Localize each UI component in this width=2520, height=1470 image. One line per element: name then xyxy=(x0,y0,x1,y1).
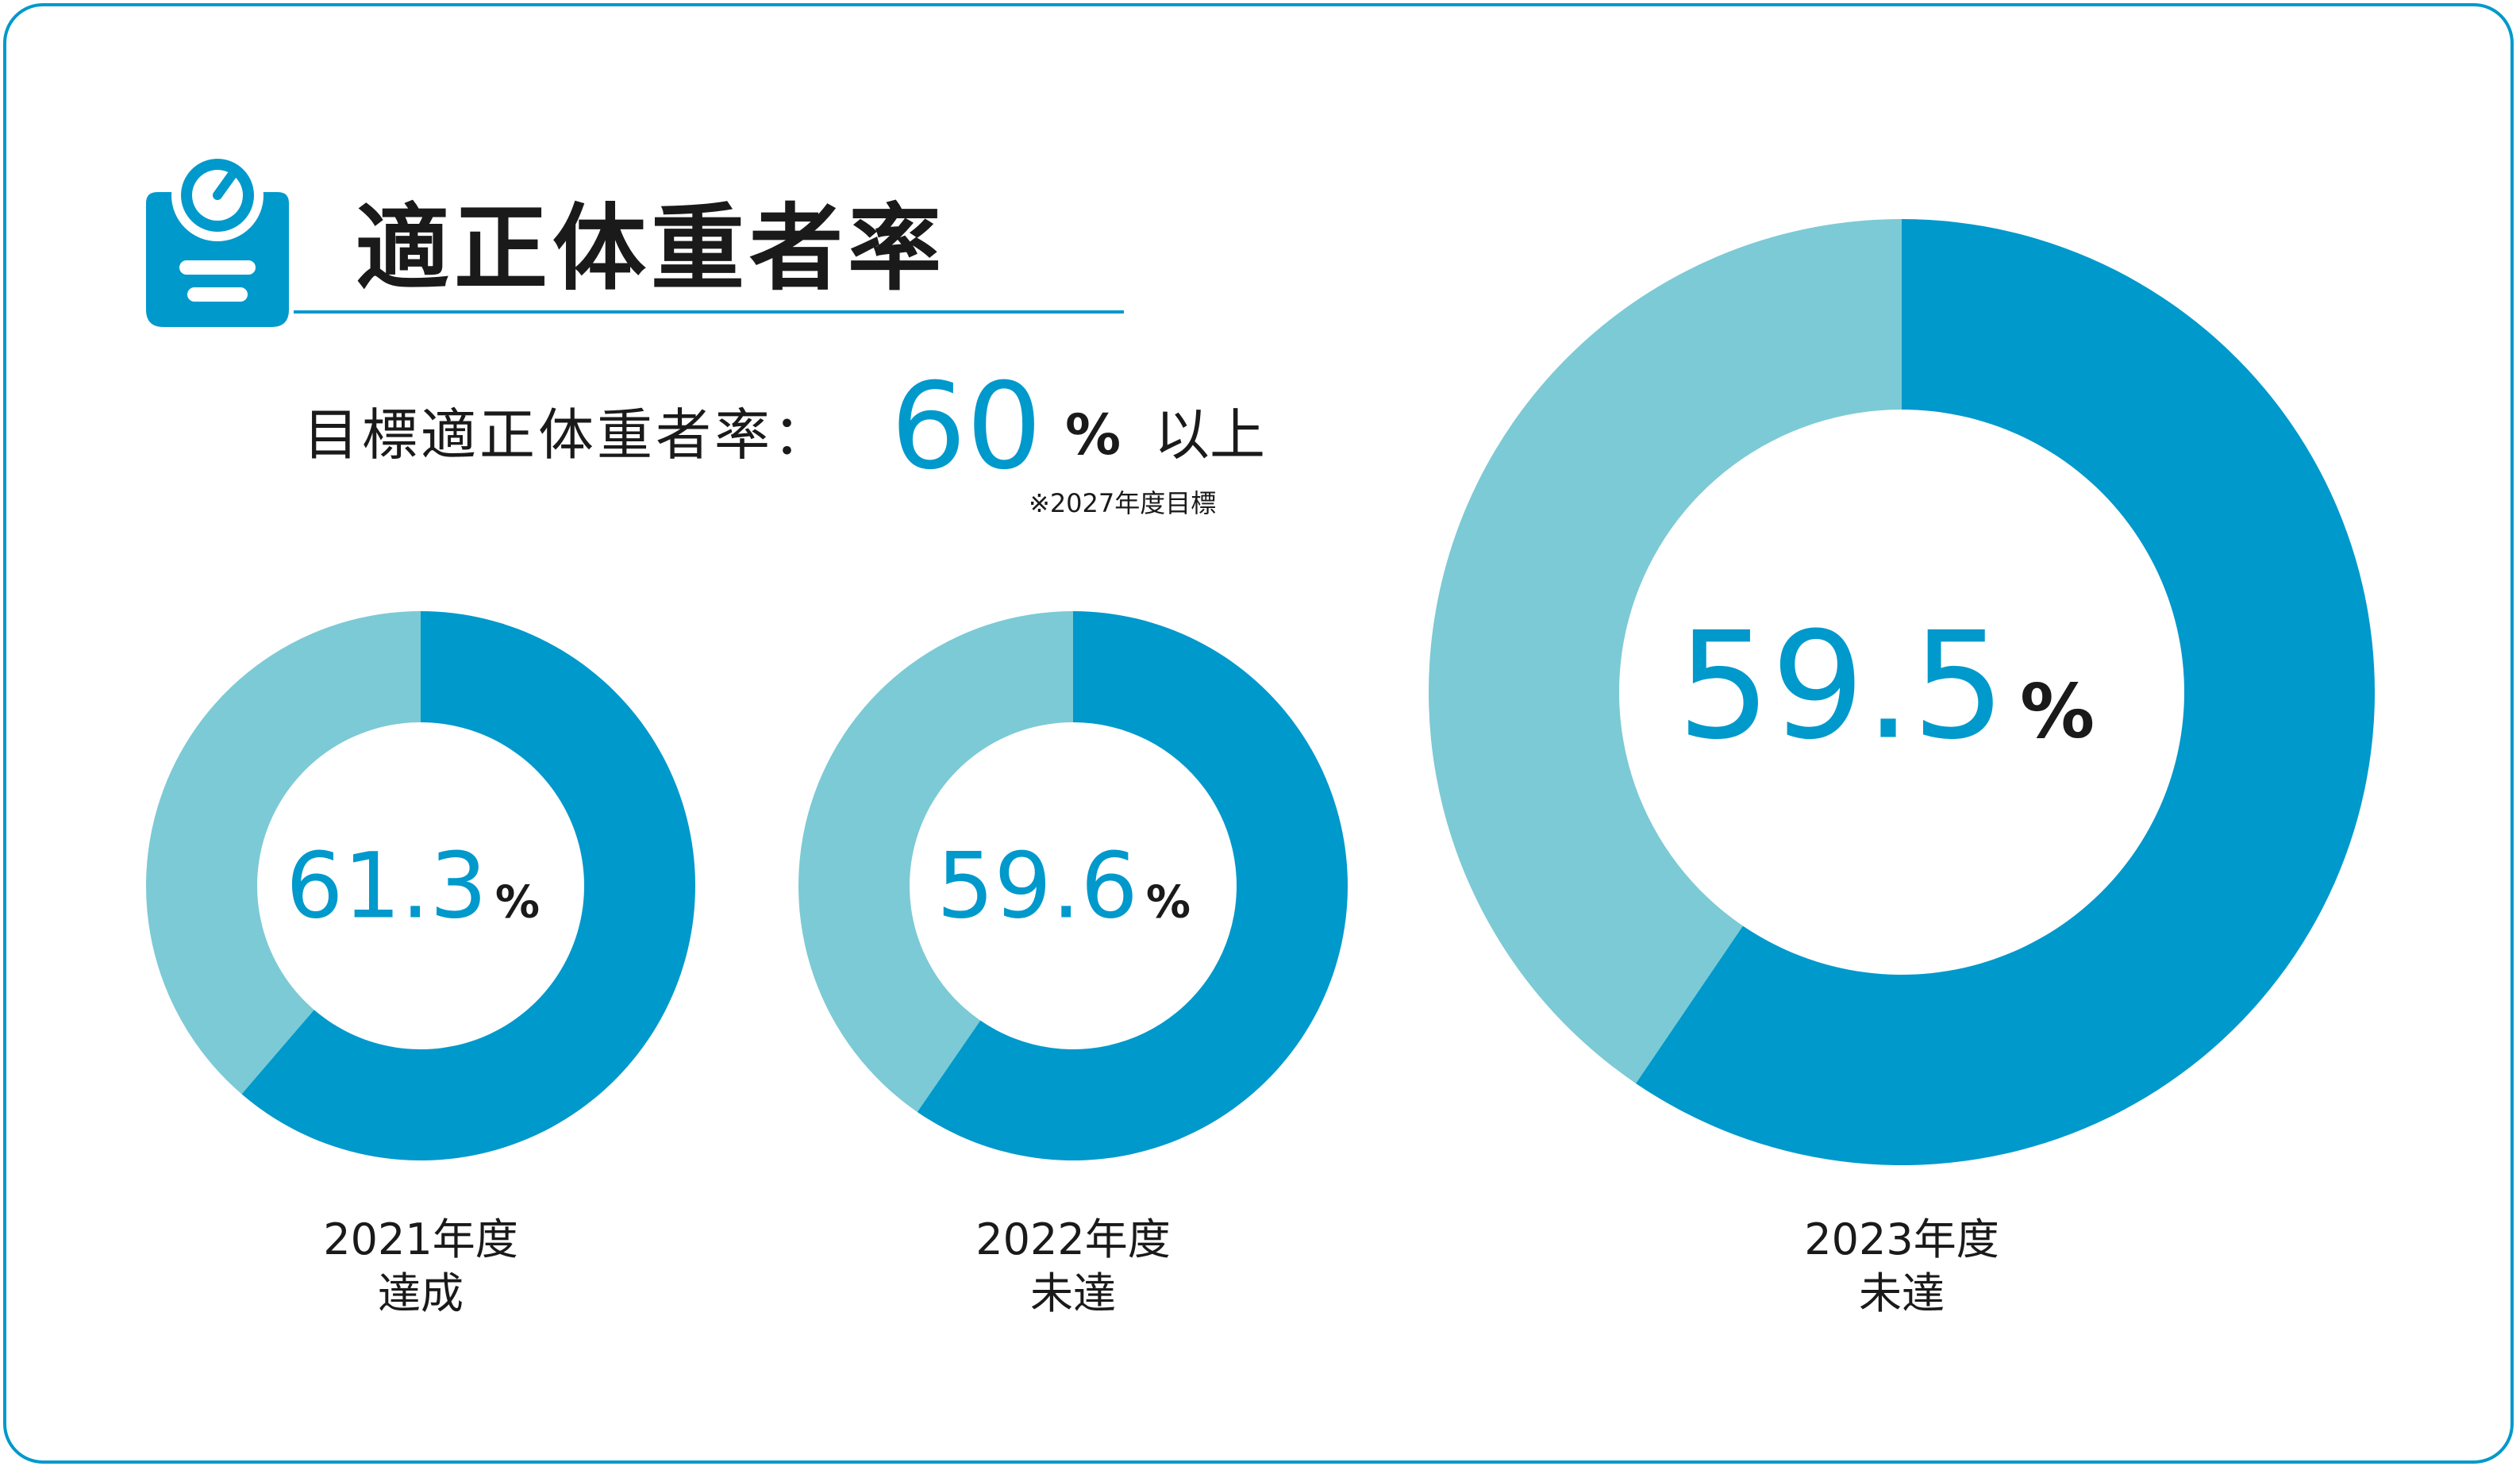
donut-2021-caption: 2021年度 達成 xyxy=(323,1213,517,1321)
target-value: 60 xyxy=(891,358,1042,496)
donut-2021-value: 61.3% xyxy=(286,833,540,939)
data-label-2021: 61.3 xyxy=(286,833,487,939)
target-suffix: 以上 xyxy=(1154,402,1265,468)
donut-chart-2021 xyxy=(146,611,696,1161)
donut-2021-slice-value xyxy=(241,611,696,1161)
donut-2022-value: 59.6% xyxy=(937,833,1191,939)
title-underline xyxy=(294,310,1124,314)
target-note: ※2027年度目標 xyxy=(1029,488,1217,518)
status-label-2023: 未達 xyxy=(1859,1268,1945,1318)
donut-2023-slice-value xyxy=(1635,219,2375,1165)
data-label-2022: 59.6 xyxy=(937,833,1138,939)
donut-chart-2022 xyxy=(798,611,1348,1160)
donut-2023-caption: 2023年度 未達 xyxy=(1804,1213,1999,1321)
target-unit: % xyxy=(1065,402,1121,468)
donut-2023-value: 59.5% xyxy=(1677,600,2095,772)
year-label-2023: 2023年度 xyxy=(1804,1214,1999,1264)
page-title: 適正体重者率 xyxy=(356,194,947,303)
target-label: 目標適正体重者率： xyxy=(303,402,832,468)
year-label-2022: 2022年度 xyxy=(975,1214,1171,1264)
status-label-2022: 未達 xyxy=(1030,1268,1116,1318)
donut-2022-slice-value xyxy=(917,611,1348,1160)
unit-label-2023: % xyxy=(2019,668,2095,756)
donut-2022-caption: 2022年度 未達 xyxy=(975,1213,1170,1321)
donut-2021-slice-remainder xyxy=(146,611,421,1095)
status-label-2021: 達成 xyxy=(378,1268,464,1318)
scale-icon xyxy=(146,151,289,327)
year-label-2021: 2021年度 xyxy=(323,1214,518,1264)
unit-label-2021: % xyxy=(494,876,540,929)
donut-2022-slice-remainder xyxy=(798,611,1073,1112)
unit-label-2022: % xyxy=(1145,876,1191,929)
donut-2023-slice-remainder xyxy=(1429,219,1902,1083)
donut-chart-2023 xyxy=(1429,219,2375,1165)
data-label-2023: 59.5 xyxy=(1676,599,2006,772)
